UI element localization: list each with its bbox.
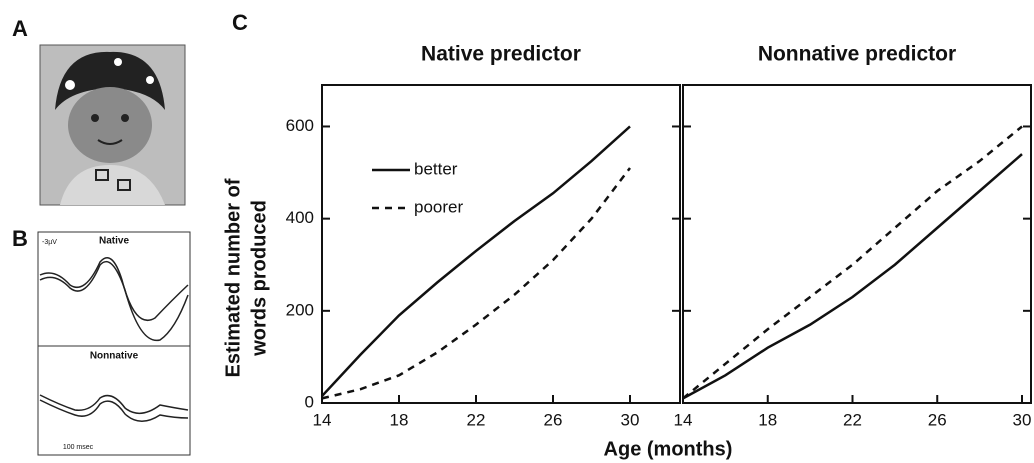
x-tick-label: 26	[544, 410, 563, 429]
photo	[39, 44, 186, 206]
x-tick-label: 22	[467, 410, 486, 429]
plot-frame	[321, 84, 681, 404]
scale-label: -3µV	[42, 239, 57, 246]
panel-label: A	[12, 16, 28, 41]
series-line	[682, 153, 1023, 400]
chart-title: Native predictor	[421, 43, 581, 66]
y-axis-label: words produced	[248, 200, 270, 357]
x-tick-label: 22	[843, 410, 862, 429]
panel-label: B	[12, 226, 28, 251]
legend-label: better	[414, 159, 458, 178]
erp-label: Nonnative	[90, 351, 139, 362]
x-tick-label: 30	[1013, 410, 1032, 429]
x-tick-label: 18	[390, 410, 409, 429]
series-line	[682, 125, 1023, 400]
x-tick-label: 26	[928, 410, 947, 429]
chart-title: Nonnative predictor	[758, 43, 956, 66]
plot-frame	[682, 84, 1032, 404]
x-axis-label: Age (months)	[604, 438, 733, 460]
x-tick-label: 14	[313, 410, 332, 429]
series-line	[321, 167, 631, 400]
x-tick-label: 14	[674, 410, 693, 429]
x-tick-label: 18	[758, 410, 777, 429]
scale-label: 100 msec	[63, 444, 94, 451]
y-axis-label: Estimated number of	[222, 178, 244, 377]
y-tick-label: 200	[286, 300, 314, 319]
y-tick-label: 400	[286, 208, 314, 227]
erp-label: Native	[99, 236, 129, 247]
panel-label: C	[232, 10, 248, 35]
erp-panel: Native Nonnative -3µV 100 msec	[37, 231, 191, 456]
x-tick-label: 30	[621, 410, 640, 429]
legend-label: poorer	[414, 197, 463, 216]
series-line	[321, 125, 631, 397]
y-tick-label: 600	[286, 116, 314, 135]
y-tick-label: 0	[305, 392, 314, 411]
